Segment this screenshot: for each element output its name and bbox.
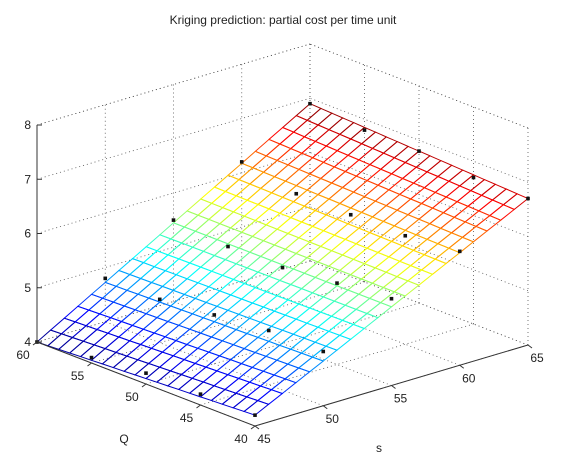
design-point <box>335 281 339 285</box>
design-point <box>294 191 299 196</box>
s-tick-label: 55 <box>394 392 408 406</box>
s-tick-label: 60 <box>462 371 476 385</box>
design-point <box>89 355 94 360</box>
design-point <box>144 371 148 375</box>
q-tick-label: 50 <box>125 390 139 404</box>
z-tick-label: 8 <box>24 118 31 132</box>
grid-line <box>105 321 324 407</box>
s-tick-label: 65 <box>530 351 544 365</box>
design-point <box>266 328 271 333</box>
x-axis-label: s <box>376 441 382 453</box>
box-edge <box>309 43 529 129</box>
s-tick <box>527 344 533 349</box>
s-tick <box>459 364 465 369</box>
s-tick <box>322 405 328 410</box>
z-tick-label: 4 <box>24 335 31 349</box>
design-point <box>348 212 353 217</box>
design-point <box>417 149 421 153</box>
design-point <box>253 413 257 417</box>
design-point <box>103 276 108 281</box>
q-tick <box>250 425 256 430</box>
z-tick-label: 7 <box>24 172 31 186</box>
q-tick-label: 60 <box>16 348 30 362</box>
grid-line <box>309 152 529 237</box>
design-point <box>471 175 476 180</box>
q-tick <box>141 383 147 388</box>
surface-layer <box>36 103 529 416</box>
q-tick <box>32 341 38 346</box>
design-point <box>226 244 230 249</box>
z-tick-label: 6 <box>24 227 31 241</box>
design-point <box>171 218 176 222</box>
q-tick <box>196 404 201 409</box>
design-point <box>389 296 394 301</box>
design-point <box>308 101 312 106</box>
q-tick-label: 45 <box>180 411 194 425</box>
design-point <box>457 249 462 254</box>
design-points-layer <box>35 101 530 417</box>
s-tick <box>391 385 396 389</box>
q-tick <box>87 362 92 367</box>
design-point <box>198 392 203 396</box>
grid-line <box>309 206 529 292</box>
q-tick-label: 55 <box>71 369 85 383</box>
y-axis-label: Q <box>119 432 128 446</box>
chart-title: Kriging prediction: partial cost per tim… <box>170 13 397 27</box>
design-point <box>526 196 530 201</box>
z-tick-label: 5 <box>24 281 31 295</box>
q-tick-label: 40 <box>234 432 248 446</box>
design-point <box>403 233 408 238</box>
design-point <box>239 160 244 164</box>
design-point <box>321 349 326 354</box>
design-point <box>157 297 162 302</box>
s-tick-label: 45 <box>257 432 271 446</box>
s-tick <box>254 425 260 430</box>
design-point <box>212 313 217 317</box>
s-tick-label: 50 <box>326 412 340 426</box>
design-point <box>280 265 285 270</box>
grid-line <box>309 97 529 183</box>
design-point <box>362 128 367 132</box>
